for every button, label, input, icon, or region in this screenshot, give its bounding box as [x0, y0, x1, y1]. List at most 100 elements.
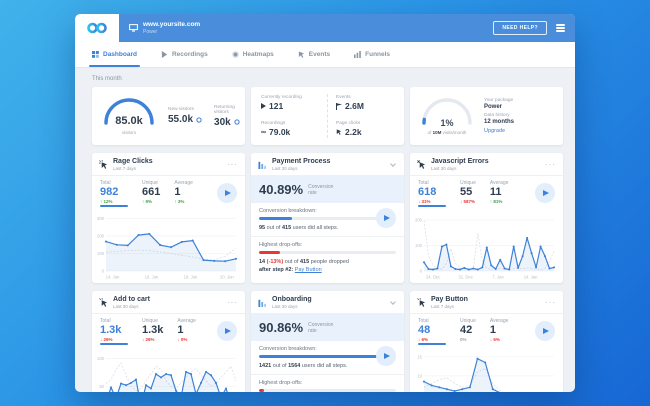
payment-process-card: Payment Process Last 30 days 40.89% Conv… — [251, 153, 404, 283]
stat-average[interactable]: Average 11 ↑ 81% — [489, 180, 509, 204]
stat-unique[interactable]: Unique 55 ↓ 587% — [460, 180, 476, 204]
tab-dashboard[interactable]: Dashboard — [89, 42, 140, 67]
svg-text:300: 300 — [97, 216, 105, 221]
rage-clicks-card: Rage Clicks Last 7 days Total 982 ↑ 12% … — [92, 153, 245, 283]
play-recordings-button[interactable] — [376, 346, 396, 366]
play-recordings-button[interactable] — [217, 321, 237, 341]
stat-total[interactable]: Total 982 ↑ 12% — [100, 180, 128, 207]
card-title: Javascript Errors — [431, 158, 489, 165]
card-period: Last 30 days — [431, 166, 457, 171]
tab-heatmaps[interactable]: Heatmaps — [232, 42, 274, 67]
svg-text:20. Jun: 20. Jun — [220, 275, 234, 280]
stat-average[interactable]: Average 1 ↑ 3% — [174, 180, 193, 204]
breakdown-bar — [259, 217, 396, 220]
svg-text:15: 15 — [417, 354, 422, 359]
target-circle-icon[interactable] — [234, 119, 240, 125]
svg-text:200: 200 — [97, 234, 105, 239]
play-recordings-button[interactable] — [535, 321, 555, 341]
breakdown-text: 95 out of 415 users did all steps. — [259, 225, 339, 231]
need-help-button[interactable]: NEED HELP? — [493, 21, 547, 35]
monitor-icon — [129, 24, 138, 32]
card-period: Last 30 days — [272, 304, 298, 309]
more-icon[interactable] — [227, 163, 238, 167]
chevron-down-icon[interactable] — [390, 298, 396, 305]
svg-text:100: 100 — [415, 243, 423, 248]
svg-text:0: 0 — [102, 269, 105, 274]
returning-visitors-stat: Returning visitors 30k — [214, 105, 240, 128]
click-cursor-icon — [417, 298, 426, 307]
metric-stats: Total 48 ↓ 6% Unique 42 0% Average 1 ↓ 6… — [410, 314, 563, 348]
card-title: Pay Button — [431, 296, 468, 303]
target-circle-icon[interactable] — [196, 116, 202, 123]
dashboard-icon — [92, 51, 99, 58]
tab-label: Events — [308, 51, 331, 58]
javascript-errors-card: Javascript Errors Last 30 days Total 618… — [410, 153, 563, 283]
stat-average[interactable]: Average 1 ↓ 6% — [489, 318, 509, 342]
visitors-value: 85.0k — [115, 115, 143, 127]
tab-funnels[interactable]: Funnels — [354, 42, 390, 67]
card-period: Last 7 days — [431, 304, 455, 309]
chevron-down-icon[interactable] — [390, 160, 396, 167]
visitors-gauge: 85.0k visitors — [102, 97, 156, 135]
visitors-caption: visitors — [121, 130, 136, 135]
metric-stats: Total 1.3k ↓ 26% Unique 1.3k ↓ 26% Avera… — [92, 314, 245, 348]
events-stat: Events 2.6M — [336, 95, 364, 111]
stat-unique[interactable]: Unique 42 0% — [460, 318, 476, 342]
tab-events[interactable]: Events — [298, 42, 330, 67]
section-label: This month — [92, 76, 122, 82]
conversion-breakdown: Conversion breakdown: 95 out of 415 user… — [251, 203, 404, 236]
svg-text:14. Jan: 14. Jan — [524, 275, 538, 280]
tab-recordings[interactable]: Recordings — [161, 42, 208, 67]
more-icon[interactable] — [545, 163, 556, 167]
widgets-row-2: Add to cart Last 30 days Total 1.3k ↓ 26… — [92, 291, 563, 392]
more-icon[interactable] — [227, 301, 238, 305]
pay-button-chart: 15105 — [412, 349, 558, 392]
logo[interactable] — [75, 14, 119, 42]
stat-unique[interactable]: Unique 1.3k ↓ 26% — [142, 318, 164, 342]
play-recordings-button[interactable] — [376, 208, 396, 228]
card-title: Onboarding — [272, 296, 312, 303]
play-icon — [161, 51, 168, 58]
package-value: Power — [484, 104, 503, 110]
card-period: Last 30 days — [272, 166, 298, 171]
recordings-stat: Recordings ∞ 79.0k — [261, 121, 291, 137]
play-recordings-button[interactable] — [217, 183, 237, 203]
funnel-chart-icon — [258, 161, 267, 169]
svg-text:50: 50 — [99, 384, 104, 389]
metric-stats: Total 982 ↑ 12% Unique 661 ↑ 9% Average … — [92, 176, 245, 210]
stat-total[interactable]: Total 618 ↓ 31% — [418, 180, 446, 207]
conversion-rate: 40.89% Conversion rate — [251, 176, 404, 203]
svg-text:200: 200 — [415, 218, 423, 223]
funnel-bars-icon — [354, 51, 361, 58]
new-visitors-stat: New visitors 55.0k — [168, 107, 202, 125]
pay-button-link[interactable]: Pay Button — [294, 267, 322, 273]
gauge-arc — [102, 97, 156, 131]
more-icon[interactable] — [545, 301, 556, 305]
play-recordings-button[interactable] — [535, 183, 555, 203]
javascript-errors-chart: 200 100 0 24. Dec 31. Dec 7. Jan 14. Jan — [412, 211, 558, 280]
dropoff-text: 14 (-13%) out of 415 people dropped afte… — [259, 259, 349, 273]
breakdown-bar — [259, 355, 396, 358]
stat-total[interactable]: Total 48 ↓ 6% — [418, 318, 446, 345]
site-selector[interactable]: www.yoursite.com Power — [129, 21, 200, 35]
svg-text:24. Dec: 24. Dec — [426, 275, 440, 280]
upgrade-link[interactable]: Upgrade — [484, 128, 506, 134]
svg-text:18. Jun: 18. Jun — [184, 275, 198, 280]
tab-label: Recordings — [171, 51, 208, 58]
card-title: Rage Clicks — [113, 158, 153, 165]
card-title: Add to cart — [113, 296, 150, 303]
stat-unique[interactable]: Unique 661 ↑ 9% — [142, 180, 161, 204]
stat-average[interactable]: Average 1 ↓ 0% — [177, 318, 196, 342]
metric-stats: Total 618 ↓ 31% Unique 55 ↓ 587% Average… — [410, 176, 563, 210]
svg-text:7. Jan: 7. Jan — [492, 275, 504, 280]
rage-click-icon — [99, 160, 108, 169]
flag-icon — [336, 102, 342, 110]
visitors-summary-card: 85.0k visitors New visitors 55.0k Return… — [92, 87, 245, 145]
stat-total[interactable]: Total 1.3k ↓ 26% — [100, 318, 128, 345]
svg-text:100: 100 — [97, 251, 105, 256]
dropoffs-section: Highest drop-offs: 66 (-4%) out of 1564 … — [251, 374, 404, 392]
hamburger-menu-icon[interactable] — [556, 24, 565, 32]
usage-gauge: 1% of 10M visits/month — [420, 97, 474, 135]
conversion-breakdown: Conversion breakdown: 1421 out of 1564 u… — [251, 341, 404, 374]
activity-summary-card: Currently recording 121 Recordings ∞ 79.… — [251, 87, 404, 145]
